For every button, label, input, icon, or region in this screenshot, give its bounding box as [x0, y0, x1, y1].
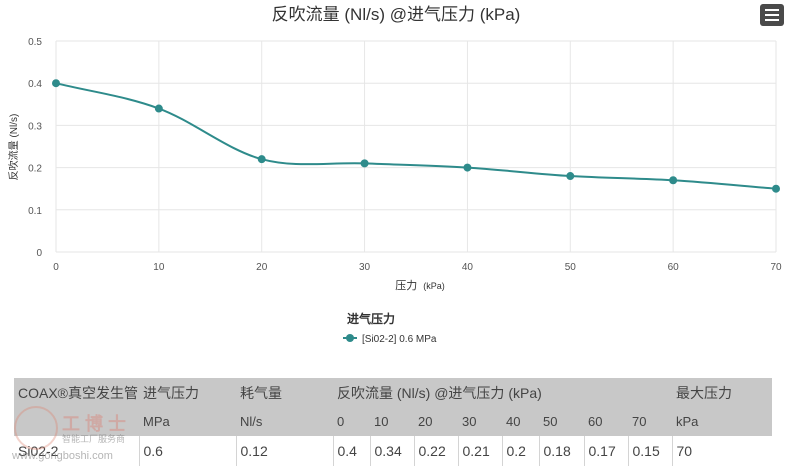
x-tick-label: 70 — [770, 262, 782, 273]
unit-cell — [14, 406, 139, 436]
data-point[interactable] — [463, 163, 472, 172]
table-cell: 0.18 — [538, 436, 584, 466]
table-cell: 0.17 — [583, 436, 628, 466]
table-cell: 0.12 — [235, 436, 333, 466]
x-tick-label: 10 — [153, 262, 165, 273]
table-cell: 0.34 — [369, 436, 414, 466]
table-cell: 0.2 — [501, 436, 539, 466]
y-axis-ticks: 0 0.1 0.2 0.3 0.4 0.5 — [28, 37, 42, 259]
y-tick-label: 0.1 — [28, 206, 42, 217]
x-axis-label-unit: (kPa) — [423, 281, 445, 291]
table-cell: Si02-2 — [14, 436, 139, 466]
y-tick-label: 0.5 — [28, 37, 42, 48]
spec-table: COAX®真空发生管 进气压力 耗气量 反吹流量 (Nl/s) @进气压力 (k… — [14, 378, 773, 466]
table-cell: 0.15 — [627, 436, 673, 466]
x-axis-label: 压力 (kPa) — [395, 279, 445, 292]
header-air-consumption: 耗气量 — [236, 378, 333, 406]
data-point[interactable] — [360, 159, 369, 168]
x-axis-ticks: 0 10 20 30 40 50 60 70 — [53, 262, 782, 273]
x-tick-label: 0 — [53, 262, 59, 273]
legend-marker — [346, 334, 354, 342]
header-inlet-pressure: 进气压力 — [139, 378, 236, 406]
x-tick-label: 20 — [256, 262, 268, 273]
legend-title: 进气压力 — [347, 311, 395, 326]
unit-cell: Nl/s — [236, 406, 333, 436]
unit-cell: 50 — [539, 406, 584, 436]
table-cell: 0.22 — [413, 436, 458, 466]
y-tick-label: 0.4 — [28, 79, 42, 90]
data-point[interactable] — [772, 184, 780, 193]
legend-series-label: [Si02-2] 0.6 MPa — [362, 334, 437, 345]
chart-title: 反吹流量 (Nl/s) @进气压力 (kPa) — [272, 5, 521, 24]
unit-cell: kPa — [672, 406, 773, 436]
table-cell: 0.21 — [457, 436, 502, 466]
y-tick-label: 0.2 — [28, 164, 42, 175]
grid — [55, 40, 777, 253]
data-point[interactable] — [154, 104, 163, 113]
unit-cell: 70 — [628, 406, 673, 436]
series-layer — [52, 79, 780, 193]
table-cell: 0.4 — [332, 436, 370, 466]
series-line — [55, 82, 777, 190]
unit-cell: 30 — [458, 406, 502, 436]
x-tick-label: 30 — [359, 262, 371, 273]
table-unit-row: MPa Nl/s 0 10 20 30 40 50 60 70 kPa — [14, 406, 773, 436]
unit-cell: MPa — [139, 406, 236, 436]
header-model: COAX®真空发生管 — [14, 378, 139, 406]
data-point[interactable] — [669, 176, 678, 185]
y-axis-label: 反吹流量 (Nl/s) — [7, 114, 20, 181]
unit-cell: 40 — [502, 406, 539, 436]
unit-cell: 0 — [333, 406, 370, 436]
data-point[interactable] — [52, 79, 60, 88]
header-max-pressure: 最大压力 — [672, 378, 773, 406]
chart: 反吹流量 (Nl/s) @进气压力 (kPa) 0 0.1 0.2 0.3 0.4 0.5… — [7, 5, 782, 345]
data-point[interactable] — [566, 172, 575, 181]
unit-cell: 10 — [370, 406, 414, 436]
y-tick-label: 0 — [36, 248, 42, 259]
unit-cell: 20 — [414, 406, 458, 436]
data-point[interactable] — [257, 155, 266, 164]
table-row: Si02-2 0.6 0.12 0.4 0.34 0.22 0.21 0.2 0… — [14, 436, 773, 466]
legend-item[interactable]: [Si02-2] 0.6 MPa — [343, 334, 437, 345]
x-tick-label: 60 — [668, 262, 680, 273]
table-cell: 0.6 — [138, 436, 236, 466]
table-cell: 70 — [671, 436, 773, 466]
unit-cell: 60 — [584, 406, 628, 436]
hamburger-menu-icon[interactable] — [760, 4, 784, 26]
x-axis-label-text: 压力 — [395, 279, 417, 292]
table-header-row: COAX®真空发生管 进气压力 耗气量 反吹流量 (Nl/s) @进气压力 (k… — [14, 378, 773, 406]
y-tick-label: 0.3 — [28, 121, 42, 132]
x-tick-label: 40 — [462, 262, 474, 273]
header-blowoff-flow: 反吹流量 (Nl/s) @进气压力 (kPa) — [333, 378, 673, 406]
x-tick-label: 50 — [565, 262, 577, 273]
